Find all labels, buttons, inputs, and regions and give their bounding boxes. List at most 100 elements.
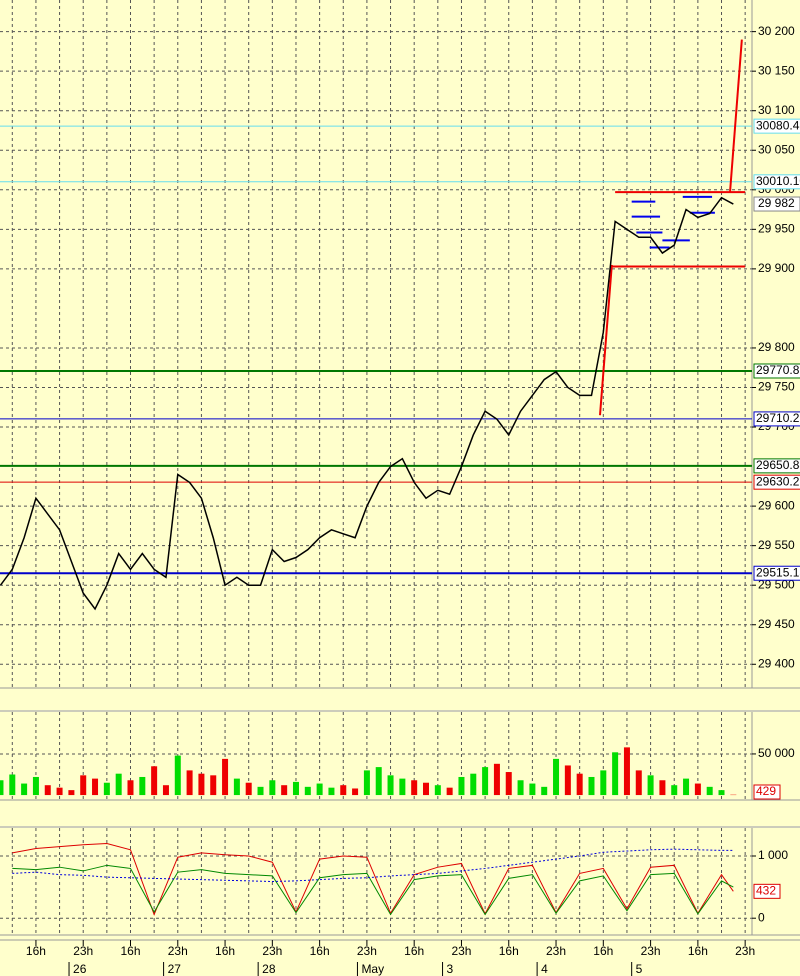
x-tick-label: 23h: [73, 944, 93, 958]
x-tick-label: 16h: [688, 944, 708, 958]
series-line: [0, 196, 734, 611]
volume-bar: [623, 747, 630, 796]
volume-bar: [493, 763, 500, 796]
volume-bar: [363, 770, 370, 796]
level-label: 30080.48: [756, 118, 800, 132]
volume-bar: [151, 766, 158, 796]
y-tick-label: 30 150: [758, 63, 795, 77]
volume-bar: [423, 782, 430, 796]
volume-bar: [80, 775, 87, 796]
level-label: 29710.27: [756, 411, 800, 425]
date-label: 3: [447, 962, 454, 976]
volume-bar: [210, 775, 217, 796]
level-label: 29630.27: [756, 474, 800, 488]
volume-bar: [411, 780, 418, 796]
volume-bar: [588, 776, 595, 796]
volume-bar: [269, 780, 276, 796]
volume-bar: [600, 770, 607, 796]
date-label: 28: [262, 962, 276, 976]
volume-bar: [257, 786, 264, 796]
volume-bar: [683, 778, 690, 796]
volume-bar: [635, 770, 642, 796]
level-label-box: [753, 174, 800, 190]
volume-bar: [517, 780, 524, 796]
y-tick-label: 29 900: [758, 261, 795, 275]
x-tick-label: 16h: [120, 944, 140, 958]
volume-bar: [470, 773, 477, 796]
last-value-box: [753, 883, 781, 899]
x-tick-label: 16h: [404, 944, 424, 958]
level-label: 29515.13: [756, 565, 800, 579]
volume-bar: [316, 783, 323, 796]
volume-bar: [281, 785, 288, 796]
volume-bar: [92, 778, 99, 796]
volume-bar: [44, 785, 51, 796]
volume-bar: [505, 772, 512, 796]
x-tick-label: 23h: [262, 944, 282, 958]
volume-bar: [162, 785, 169, 796]
volume-bar: [222, 758, 229, 796]
volume-bar: [56, 787, 63, 796]
volume-bar: [671, 785, 678, 796]
x-tick-label: 23h: [735, 944, 755, 958]
series-line: [12, 848, 734, 883]
trend-line: [599, 264, 613, 416]
level-label: 29770.87: [756, 363, 800, 377]
series-line: [12, 864, 734, 916]
volume-bar: [198, 773, 205, 796]
volume-bar: [304, 786, 311, 796]
y-tick-label: 29 750: [758, 380, 795, 394]
x-tick-label: 16h: [26, 944, 46, 958]
x-tick-label: 23h: [168, 944, 188, 958]
y-tick-label: 29 500: [758, 577, 795, 591]
volume-bar: [115, 773, 122, 796]
y-tick-label: 29 800: [758, 340, 795, 354]
volume-bar: [387, 775, 394, 796]
volume-bar: [328, 787, 335, 796]
level-label-box: [753, 118, 800, 134]
volume-bar: [694, 783, 701, 796]
level-label-box: [753, 474, 800, 490]
x-tick-label: 23h: [451, 944, 471, 958]
volume-bar: [103, 782, 110, 796]
level-label-box: [753, 458, 800, 474]
volume-bar: [612, 752, 619, 796]
volume-bar: [352, 788, 359, 796]
volume-bar: [292, 781, 299, 796]
current-price-label: 29 982: [758, 196, 795, 210]
level-label: 30010.10: [756, 174, 800, 188]
volume-bar: [139, 776, 146, 796]
volume-bar: [127, 780, 134, 796]
y-tick-label: 30 100: [758, 103, 795, 117]
y-tick-label: 1 000: [758, 848, 788, 862]
volume-bar: [375, 767, 382, 796]
x-tick-label: 23h: [357, 944, 377, 958]
date-label: May: [361, 962, 384, 976]
y-tick-label: 30 200: [758, 24, 795, 38]
x-tick-label: 16h: [499, 944, 519, 958]
y-tick-label: 29 400: [758, 656, 795, 670]
volume-bar: [541, 786, 548, 796]
x-tick-label: 16h: [593, 944, 613, 958]
volume-bar: [576, 773, 583, 796]
last-value-box: [753, 784, 781, 800]
level-label: 29650.88: [756, 458, 800, 472]
x-tick-label: 23h: [641, 944, 661, 958]
volume-bar: [9, 774, 16, 796]
volume-bar: [446, 787, 453, 796]
y-tick-label: 29 550: [758, 538, 795, 552]
last-value-label: 432: [756, 884, 776, 898]
date-label: 4: [541, 962, 548, 976]
volume-bar: [245, 782, 252, 796]
level-label-box: [753, 565, 800, 581]
y-tick-label: 30 050: [758, 142, 795, 156]
volume-bar: [706, 786, 713, 796]
volume-bar: [647, 775, 654, 796]
trend-line: [729, 39, 743, 193]
volume-bar: [399, 778, 406, 796]
date-label: 26: [73, 962, 87, 976]
y-tick-label: 50 000: [758, 746, 795, 760]
volume-bar: [32, 776, 39, 796]
x-tick-label: 16h: [310, 944, 330, 958]
